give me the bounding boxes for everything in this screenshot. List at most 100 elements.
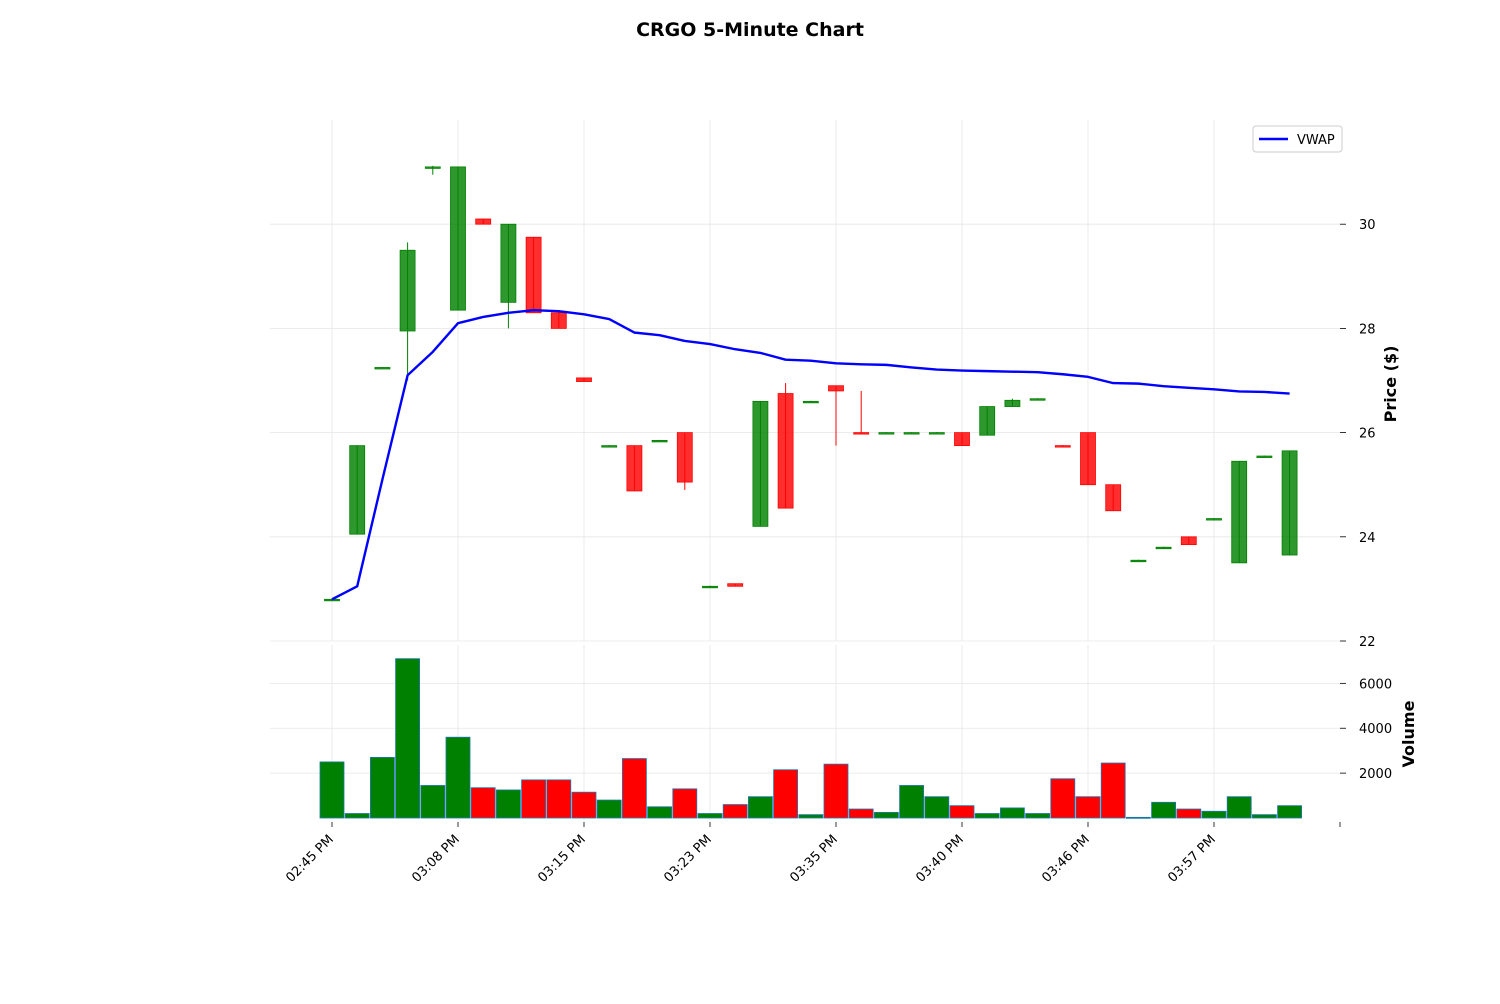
candle-body bbox=[424, 166, 441, 169]
candle-up bbox=[1281, 450, 1298, 556]
candle-body bbox=[1130, 559, 1147, 563]
candle-body bbox=[777, 393, 794, 509]
candle-body bbox=[954, 432, 970, 447]
volume-bar bbox=[1100, 762, 1126, 819]
candle-body bbox=[1080, 432, 1096, 486]
candle-up bbox=[349, 445, 366, 535]
candle-up bbox=[1231, 460, 1248, 564]
candle-up bbox=[1029, 398, 1046, 401]
candle-down bbox=[676, 432, 693, 490]
volume-bar bbox=[395, 658, 421, 819]
volume-bar bbox=[1075, 796, 1101, 819]
volume-bar bbox=[1151, 801, 1176, 819]
candle-body bbox=[450, 166, 466, 311]
candle-body bbox=[727, 583, 744, 587]
candle-down bbox=[626, 445, 643, 492]
volume-axis: 2000 4000 6000 bbox=[1340, 677, 1392, 782]
legend-vwap-label: VWAP bbox=[1297, 133, 1335, 148]
volume-bar bbox=[823, 763, 849, 819]
price-axis: 22 24 26 28 30 bbox=[1340, 218, 1376, 650]
candle-body bbox=[1180, 536, 1197, 546]
candlestick-series bbox=[324, 165, 1298, 602]
candle-up bbox=[928, 432, 945, 435]
candle-body bbox=[1054, 445, 1071, 448]
price-tick-label: 26 bbox=[1359, 427, 1376, 442]
volume-bar bbox=[622, 758, 647, 819]
candle-up bbox=[802, 400, 819, 404]
candle-down bbox=[1105, 484, 1122, 512]
legend: VWAP bbox=[1252, 125, 1343, 153]
price-tick-label: 22 bbox=[1359, 635, 1376, 650]
candle-body bbox=[1281, 450, 1298, 556]
candle-down bbox=[777, 383, 794, 509]
candle-body bbox=[853, 432, 870, 435]
candle-down bbox=[1080, 432, 1096, 486]
volume-bar bbox=[445, 736, 471, 819]
volume-bar bbox=[369, 757, 395, 819]
candle-body bbox=[626, 445, 643, 492]
candle-body bbox=[399, 249, 416, 332]
candle-up bbox=[374, 366, 391, 370]
volume-bar bbox=[571, 791, 597, 819]
candle-up bbox=[1155, 546, 1172, 550]
time-tick-label: 03:46 PM bbox=[1039, 832, 1092, 885]
volume-bar bbox=[319, 761, 345, 819]
legend-box bbox=[1252, 125, 1343, 153]
candle-body bbox=[550, 312, 567, 329]
price-gridlines bbox=[270, 223, 1340, 642]
time-tick-label: 03:40 PM bbox=[913, 832, 966, 885]
candle-body bbox=[1029, 398, 1046, 401]
candle-up bbox=[1004, 398, 1021, 407]
volume-bar bbox=[924, 796, 950, 819]
candle-body bbox=[903, 432, 920, 435]
candle-down bbox=[475, 218, 492, 225]
candle-body bbox=[1155, 546, 1172, 550]
volume-bar bbox=[1226, 796, 1252, 819]
candle-down bbox=[1054, 445, 1071, 448]
volume-bar bbox=[1201, 810, 1227, 819]
price-axis-title: Price ($) bbox=[1381, 346, 1400, 423]
volume-bar bbox=[697, 813, 723, 819]
volume-bar bbox=[1126, 816, 1151, 819]
volume-bar bbox=[848, 808, 874, 819]
volume-bar bbox=[748, 796, 773, 819]
candle-up bbox=[1206, 518, 1222, 521]
candle-body bbox=[752, 400, 769, 527]
time-tick-label: 03:57 PM bbox=[1165, 832, 1218, 885]
candle-down bbox=[550, 312, 567, 329]
candle-body bbox=[928, 432, 945, 435]
volume-bar bbox=[1050, 778, 1076, 819]
chart-title: CRGO 5-Minute Chart bbox=[636, 19, 864, 41]
volume-axis-title: Volume bbox=[1399, 700, 1418, 767]
volume-bar-series bbox=[319, 658, 1302, 819]
volume-bar bbox=[1277, 805, 1302, 819]
candle-body bbox=[1206, 518, 1222, 521]
volume-bar bbox=[420, 785, 446, 819]
candle-body bbox=[802, 400, 819, 404]
volume-bar bbox=[722, 804, 748, 819]
volume-gridlines bbox=[270, 682, 1340, 774]
time-tick-label: 03:23 PM bbox=[661, 832, 714, 885]
volume-bar bbox=[874, 811, 899, 819]
volume-bar bbox=[974, 813, 1000, 819]
candle-body bbox=[1256, 455, 1273, 458]
candle-up bbox=[500, 223, 517, 329]
candle-body bbox=[651, 440, 668, 443]
candle-down bbox=[1180, 536, 1197, 546]
volume-tick-label: 6000 bbox=[1359, 677, 1392, 692]
candle-up bbox=[651, 439, 668, 443]
candle-up bbox=[979, 406, 996, 436]
volume-tick-label: 4000 bbox=[1359, 722, 1392, 737]
volume-bar bbox=[949, 805, 975, 819]
candle-body bbox=[676, 432, 693, 483]
candle-down bbox=[525, 236, 542, 314]
candle-down bbox=[828, 385, 844, 446]
time-tick-label: 03:08 PM bbox=[409, 832, 462, 885]
volume-bar bbox=[546, 779, 572, 819]
candle-up bbox=[702, 585, 718, 589]
candle-body bbox=[500, 223, 517, 303]
vwap-line bbox=[331, 308, 1290, 601]
candle-up bbox=[878, 432, 895, 435]
candle-body bbox=[1231, 460, 1248, 564]
